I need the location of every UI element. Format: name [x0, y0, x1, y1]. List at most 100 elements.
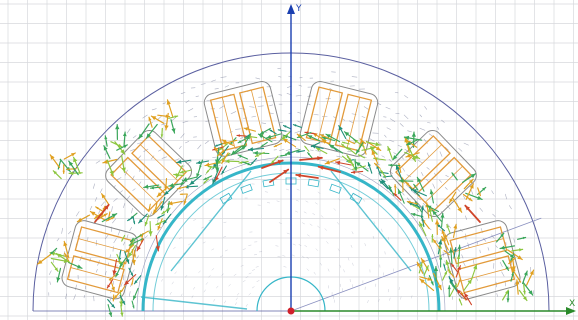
- coil-divider: [453, 238, 504, 253]
- field-vector-head: [64, 253, 68, 257]
- stator-slot: [105, 130, 193, 217]
- field-vector-head: [417, 177, 422, 183]
- field-vector-head: [221, 170, 225, 174]
- field-vector-head: [164, 190, 169, 195]
- rotor-field-arrow: [333, 299, 335, 303]
- field-vector-head: [121, 300, 125, 305]
- field-vector-head: [280, 154, 283, 157]
- background-arrow: [75, 211, 80, 217]
- field-vector-head: [94, 215, 98, 219]
- background-arrow: [269, 112, 274, 115]
- rotor-field-arrow: [251, 286, 255, 289]
- field-vector-head: [108, 312, 113, 317]
- field-vector-head: [351, 163, 354, 167]
- background-arrow: [158, 199, 162, 205]
- background-arrow: [492, 213, 496, 217]
- background-arrow: [185, 141, 190, 144]
- field-vector-head: [413, 184, 416, 187]
- field-vector-head: [148, 117, 152, 121]
- field-vector-head: [404, 135, 410, 141]
- background-arrow: [424, 106, 428, 110]
- background-arrow: [363, 156, 367, 158]
- rotor-field-arrow: [292, 254, 295, 257]
- background-arrow: [504, 193, 508, 200]
- field-vector-head: [221, 150, 225, 154]
- background-arrow: [479, 249, 481, 254]
- background-arrow: [446, 223, 452, 229]
- field-vector-head: [387, 146, 392, 151]
- field-vector-head: [467, 279, 472, 284]
- background-arrow: [278, 75, 282, 78]
- field-vector-head: [441, 229, 445, 234]
- field-vector-head: [157, 216, 161, 219]
- background-arrow: [377, 141, 383, 146]
- magnet-pole-line: [170, 170, 252, 272]
- background-arrow: [513, 238, 516, 243]
- field-vector-head: [138, 218, 143, 223]
- field-vector-head: [173, 173, 178, 177]
- rotor-field-arrow: [254, 254, 258, 256]
- field-vector-head: [434, 219, 440, 225]
- background-arrow: [401, 192, 405, 196]
- field-vector-head: [77, 217, 83, 222]
- stator-slots: [61, 81, 521, 300]
- background-arrow: [369, 138, 375, 142]
- field-vector-head: [443, 264, 446, 267]
- field-vector-head: [112, 270, 117, 276]
- field-vector-head: [358, 154, 361, 157]
- field-vector-head: [441, 236, 446, 242]
- background-arrow: [442, 251, 444, 257]
- rotor-field-arrow: [327, 268, 330, 272]
- field-vector-head: [523, 271, 528, 276]
- background-arrow: [197, 144, 202, 150]
- background-arrow: [257, 105, 264, 107]
- field-vector-head: [63, 241, 68, 247]
- rotor-field-arrow: [389, 297, 391, 301]
- field-vector-head: [123, 144, 128, 149]
- field-vector-head: [433, 266, 439, 272]
- field-vector-head: [360, 138, 363, 142]
- background-arrow: [95, 269, 98, 273]
- background-arrow: [200, 83, 206, 85]
- background-arrow: [467, 242, 470, 248]
- rotor-field-arrow: [171, 281, 174, 285]
- field-vector-head: [444, 250, 447, 253]
- field-vector-head: [144, 221, 148, 226]
- field-vector-head: [370, 146, 376, 151]
- field-vector-head: [146, 133, 151, 139]
- rotor-field-arrow: [228, 283, 231, 287]
- coil-divider: [78, 238, 129, 253]
- field-vector-head: [204, 162, 210, 167]
- field-vector-head: [259, 130, 265, 135]
- rotor-field-arrow: [255, 266, 259, 268]
- field-vector-head: [180, 193, 183, 196]
- background-arrow: [182, 120, 189, 123]
- field-vector-head: [417, 262, 421, 267]
- background-arrow: [475, 276, 478, 281]
- x-axis-label: X: [569, 299, 575, 309]
- background-arrow: [98, 210, 101, 214]
- field-vector-head: [297, 134, 301, 138]
- background-arrow: [161, 123, 167, 126]
- field-vector-head: [103, 213, 108, 217]
- field-vector-head: [311, 144, 315, 147]
- background-arrow: [444, 146, 449, 151]
- field-vector-head: [395, 165, 400, 170]
- background-arrow: [224, 85, 229, 88]
- field-vector-head: [261, 144, 264, 147]
- rotor-field-arrow: [178, 236, 182, 240]
- magnet-pole-line: [330, 170, 412, 272]
- field-vector-head: [157, 192, 162, 197]
- background-arrow: [381, 155, 385, 158]
- field-vector-head: [255, 153, 259, 157]
- background-arrow: [278, 94, 283, 96]
- field-vector-head: [122, 265, 125, 269]
- field-vector-head: [203, 181, 206, 184]
- background-arrow: [130, 283, 132, 287]
- field-vector-head: [419, 222, 424, 227]
- background-arrow: [361, 116, 366, 119]
- background-arrow: [446, 204, 451, 210]
- field-vector-head: [231, 150, 237, 155]
- rotor-field-arrow: [208, 275, 211, 278]
